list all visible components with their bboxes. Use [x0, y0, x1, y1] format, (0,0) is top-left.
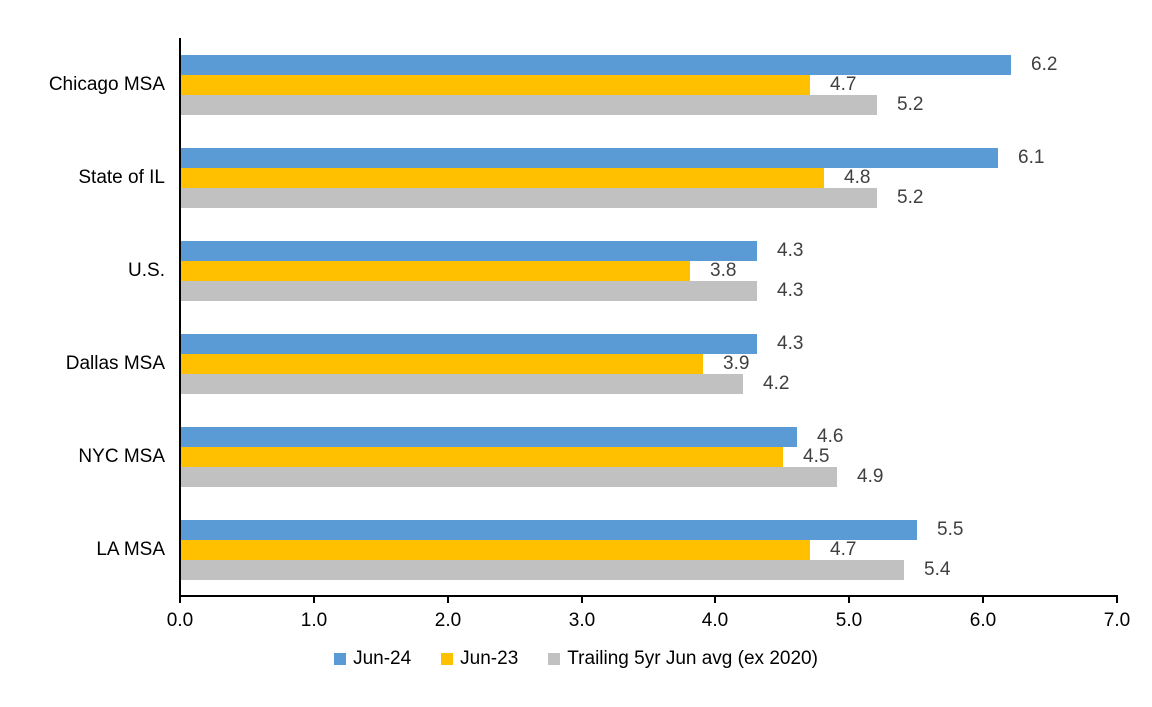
data-label: 4.3: [777, 280, 804, 301]
x-tick-mark: [313, 597, 315, 603]
legend-item-trailing-5yr-jun-avg-ex-2020-: Trailing 5yr Jun avg (ex 2020): [548, 648, 818, 670]
x-tick-label: 4.0: [701, 610, 729, 631]
data-label: 4.7: [830, 74, 857, 95]
data-label: 4.5: [803, 446, 830, 467]
legend-label: Trailing 5yr Jun avg (ex 2020): [567, 648, 818, 669]
bar-trailing-5yr-jun-avg-ex-2020-: [181, 281, 757, 301]
x-tick-mark: [1116, 597, 1118, 603]
x-tick-label: 5.0: [835, 610, 863, 631]
bar-trailing-5yr-jun-avg-ex-2020-: [181, 188, 877, 208]
x-tick-mark: [581, 597, 583, 603]
legend-item-jun-24: Jun-24: [334, 648, 411, 670]
legend-marker-icon: [441, 653, 454, 665]
category-label: LA MSA: [96, 539, 165, 560]
legend: Jun-24 Jun-23 Trailing 5yr Jun avg (ex 202…: [0, 648, 1152, 670]
bar-trailing-5yr-jun-avg-ex-2020-: [181, 374, 743, 394]
x-tick-mark: [714, 597, 716, 603]
data-label: 4.8: [844, 167, 871, 188]
category-label: U.S.: [128, 260, 165, 281]
x-tick-label: 2.0: [434, 610, 462, 631]
bar-jun-24: [181, 148, 998, 168]
x-tick-mark: [982, 597, 984, 603]
data-label: 5.5: [937, 519, 964, 540]
data-label: 4.3: [777, 333, 804, 354]
data-label: 4.3: [777, 240, 804, 261]
category-label: NYC MSA: [78, 446, 165, 467]
data-label: 4.9: [857, 466, 884, 487]
x-tick-label: 3.0: [568, 610, 596, 631]
x-tick-label: 0.0: [166, 610, 194, 631]
bar-jun-23: [181, 354, 703, 374]
x-tick-mark: [447, 597, 449, 603]
data-label: 4.6: [817, 426, 844, 447]
bar-trailing-5yr-jun-avg-ex-2020-: [181, 467, 837, 487]
x-tick-label: 1.0: [300, 610, 328, 631]
x-tick-mark: [179, 597, 181, 603]
bar-jun-24: [181, 334, 757, 354]
data-label: 3.8: [710, 260, 737, 281]
data-label: 5.2: [897, 94, 924, 115]
category-label: Dallas MSA: [65, 353, 165, 374]
bar-trailing-5yr-jun-avg-ex-2020-: [181, 95, 877, 115]
x-axis-line: [179, 595, 1118, 597]
data-label: 6.2: [1031, 54, 1058, 75]
bar-jun-23: [181, 447, 783, 467]
bar-jun-24: [181, 427, 797, 447]
data-label: 4.7: [830, 539, 857, 560]
data-label: 3.9: [723, 353, 750, 374]
bar-jun-24: [181, 55, 1011, 75]
bar-jun-23: [181, 168, 824, 188]
data-label: 5.4: [924, 559, 951, 580]
data-label: 5.2: [897, 187, 924, 208]
x-tick-label: 7.0: [1103, 610, 1131, 631]
legend-item-jun-23: Jun-23: [441, 648, 518, 670]
legend-marker-icon: [548, 653, 561, 665]
bar-jun-24: [181, 241, 757, 261]
y-axis-line: [179, 38, 181, 598]
data-label: 6.1: [1018, 147, 1045, 168]
bar-jun-23: [181, 261, 690, 281]
category-label: Chicago MSA: [48, 74, 165, 95]
bar-trailing-5yr-jun-avg-ex-2020-: [181, 560, 904, 580]
bar-jun-24: [181, 520, 917, 540]
x-tick-label: 6.0: [969, 610, 997, 631]
legend-label: Jun-24: [353, 648, 412, 669]
legend-marker-icon: [334, 653, 347, 665]
category-label: State of IL: [78, 167, 165, 188]
bar-jun-23: [181, 75, 810, 95]
x-tick-mark: [848, 597, 850, 603]
legend-label: Jun-23: [460, 648, 519, 669]
bar-jun-23: [181, 540, 810, 560]
data-label: 4.2: [763, 373, 790, 394]
